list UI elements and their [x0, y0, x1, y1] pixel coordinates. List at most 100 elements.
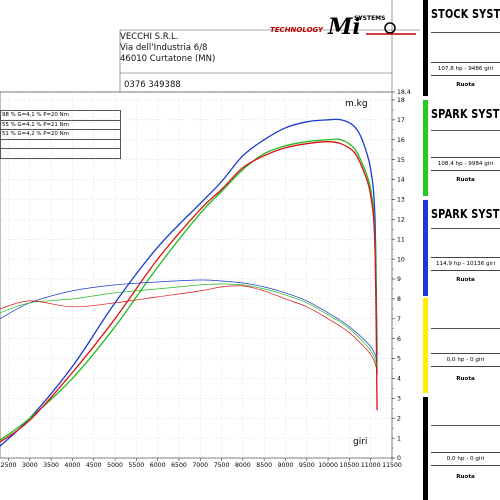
- y-tick-label: 7: [397, 316, 401, 323]
- x-tick-label: 5000: [107, 462, 123, 469]
- panel-divider: [431, 32, 500, 33]
- panel-color-bar: [423, 200, 428, 296]
- x-tick-label: 4000: [65, 462, 81, 469]
- company-name: VECCHI S.R.L.: [120, 32, 179, 42]
- company-address-line2: 46010 Curtatone (MN): [120, 54, 216, 64]
- series-line-1: [0, 138, 378, 441]
- series-line-0: [0, 118, 378, 447]
- panel-value: 0,0 hp - 0 giri: [431, 452, 500, 466]
- x-tick-label: 4500: [86, 462, 102, 469]
- y-tick-label: 17: [397, 117, 405, 124]
- series-line-3: [0, 279, 378, 361]
- y-tick-label: 3: [397, 396, 401, 403]
- y-tick-label: 9: [397, 276, 401, 283]
- y-tick-label: 0: [397, 455, 401, 462]
- x-axis-label: giri: [353, 437, 367, 447]
- panel-divider: [431, 130, 500, 131]
- panel-value: 107,8 hp - 9486 giri: [431, 62, 500, 76]
- panel-value: 0,0 hp - 0 giri: [431, 353, 500, 367]
- y-tick-label: 14: [397, 177, 405, 184]
- y-tick-label: 11: [397, 236, 405, 243]
- x-tick-label: 6500: [171, 462, 187, 469]
- logo-mark-text: Mi: [327, 14, 361, 38]
- panel-color-bar: [423, 100, 428, 196]
- y-axis-label: m.kg: [345, 99, 368, 109]
- x-tick-label: 5500: [128, 462, 144, 469]
- x-tick-label: 6000: [150, 462, 166, 469]
- legend-cell: 51 % G=4,2 % P=20 Nm: [0, 129, 121, 140]
- legend-cell: 55 % G=4,1 % P=21 Nm: [0, 119, 121, 130]
- legend-row: 98 % G=4,1 % P=20 Nm: [0, 110, 121, 121]
- x-tick-label: 9500: [299, 462, 315, 469]
- legend-cell: [0, 138, 121, 149]
- panel-value: 114,9 hp - 10136 giri: [431, 257, 500, 271]
- logo-systems-text: SYSTEMS: [354, 15, 385, 22]
- y-tick-label: 4: [397, 376, 401, 383]
- y-tick-label: 6: [397, 336, 401, 343]
- panel-divider: [431, 328, 500, 329]
- x-tick-label: 7000: [192, 462, 208, 469]
- y-tick-label: 15: [397, 157, 405, 164]
- x-tick-label: 7500: [214, 462, 230, 469]
- legend-cell: [0, 148, 121, 159]
- panel-wheel-label: Ruota: [456, 376, 475, 382]
- panel-title: STOCK SYSTEM: [431, 6, 500, 21]
- result-panel-black: 0,0 hp - 0 giri Ruota: [423, 397, 500, 500]
- legend-row: [0, 148, 121, 159]
- y-tick-label: 16: [397, 137, 405, 144]
- y-tick-label: 1: [397, 435, 401, 442]
- x-axis-tick-labels: 2500 3000 3500 4000 4500 5000 5500 6000 6500 7000…: [1, 462, 402, 469]
- panel-wheel-label: Ruota: [456, 474, 475, 480]
- result-panel-spark-blue: SPARK SYSTEM 114,9 hp - 10136 giri Ruota: [423, 200, 500, 296]
- panel-divider: [431, 228, 500, 229]
- x-tick-label: 8500: [256, 462, 272, 469]
- panel-title: SPARK SYSTEM: [431, 106, 500, 121]
- x-tick-label: 10000: [318, 462, 338, 469]
- x-tick-label: 11000: [361, 462, 381, 469]
- panel-color-bar: [423, 397, 428, 500]
- x-tick-label: 11500: [382, 462, 402, 469]
- x-tick-label: 9000: [278, 462, 294, 469]
- logo-technology-text: TECHNOLOGY: [270, 26, 324, 34]
- y-tick-label: 18,4: [397, 89, 411, 96]
- x-tick-label: 8000: [235, 462, 251, 469]
- mi-systems-logo: TECHNOLOGY Mi SYSTEMS: [270, 14, 416, 38]
- y-tick-label: 12: [397, 217, 405, 224]
- x-tick-label: 10500: [340, 462, 360, 469]
- panel-divider: [431, 425, 500, 426]
- legend-row: [0, 138, 121, 149]
- legend-cell: 98 % G=4,1 % P=20 Nm: [0, 110, 121, 121]
- panel-value: 108,4 hp - 9984 giri: [431, 157, 500, 171]
- y-tick-label: 18: [397, 97, 405, 104]
- company-info: VECCHI S.R.L. Via dell'Industria 6/8 460…: [120, 32, 420, 65]
- company-phone: 0376 349388: [124, 80, 181, 90]
- x-tick-label: 3000: [22, 462, 38, 469]
- series-line-2: [0, 141, 378, 443]
- chart-curves: [0, 118, 378, 447]
- panel-title: SPARK SYSTEM: [431, 206, 500, 221]
- y-tick-label: 5: [397, 356, 401, 363]
- panel-color-bar: [423, 0, 428, 96]
- panel-color-bar: [423, 298, 428, 393]
- legend-row: 51 % G=4,2 % P=20 Nm: [0, 129, 121, 140]
- y-tick-label: 2: [397, 415, 401, 422]
- x-tick-label: 2500: [1, 462, 17, 469]
- chart-grid: [0, 0, 420, 461]
- y-tick-label: 10: [397, 256, 405, 263]
- result-panel-spark-green: SPARK SYSTEM 108,4 hp - 9984 giri Ruota: [423, 100, 500, 196]
- series-line-5: [0, 285, 378, 371]
- company-address-line1: Via dell'Industria 6/8: [120, 43, 208, 53]
- legend-row: 55 % G=4,1 % P=21 Nm: [0, 119, 121, 130]
- y-tick-label: 8: [397, 296, 401, 303]
- series-line-4: [0, 283, 378, 367]
- panel-wheel-label: Ruota: [456, 277, 475, 283]
- result-panel-yellow: 0,0 hp - 0 giri Ruota: [423, 298, 500, 393]
- logo-wheel-icon: [384, 22, 396, 34]
- panel-wheel-label: Ruota: [456, 177, 475, 183]
- result-panel-stock: STOCK SYSTEM 107,8 hp - 9486 giri Ruota: [423, 0, 500, 96]
- run-legend-table: 98 % G=4,1 % P=20 Nm 55 % G=4,1 % P=21 N…: [0, 110, 121, 159]
- y-tick-label: 13: [397, 197, 405, 204]
- x-tick-label: 3500: [43, 462, 59, 469]
- panel-wheel-label: Ruota: [456, 82, 475, 88]
